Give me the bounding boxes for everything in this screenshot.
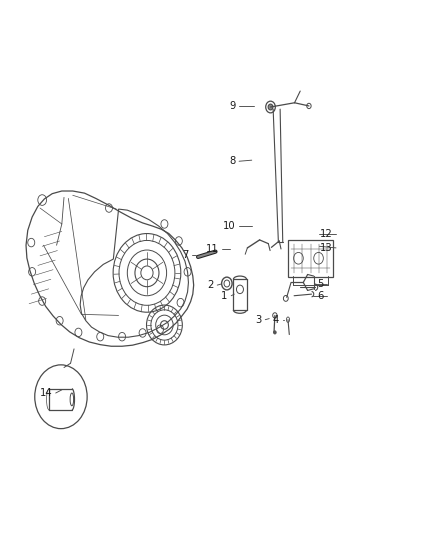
Text: 1: 1 [221, 290, 228, 301]
Text: 14: 14 [39, 388, 52, 398]
Text: 10: 10 [223, 221, 236, 231]
Text: 13: 13 [320, 243, 332, 253]
Text: 5: 5 [318, 279, 324, 288]
Ellipse shape [274, 331, 276, 334]
Text: 11: 11 [205, 245, 218, 254]
Ellipse shape [268, 104, 273, 110]
Text: 6: 6 [318, 290, 324, 301]
Text: 8: 8 [230, 156, 236, 166]
Text: 7: 7 [182, 250, 188, 260]
Text: 4: 4 [273, 314, 279, 325]
Text: 2: 2 [207, 280, 214, 290]
Text: 3: 3 [255, 314, 262, 325]
Text: 12: 12 [320, 229, 332, 239]
Text: 9: 9 [229, 101, 236, 111]
